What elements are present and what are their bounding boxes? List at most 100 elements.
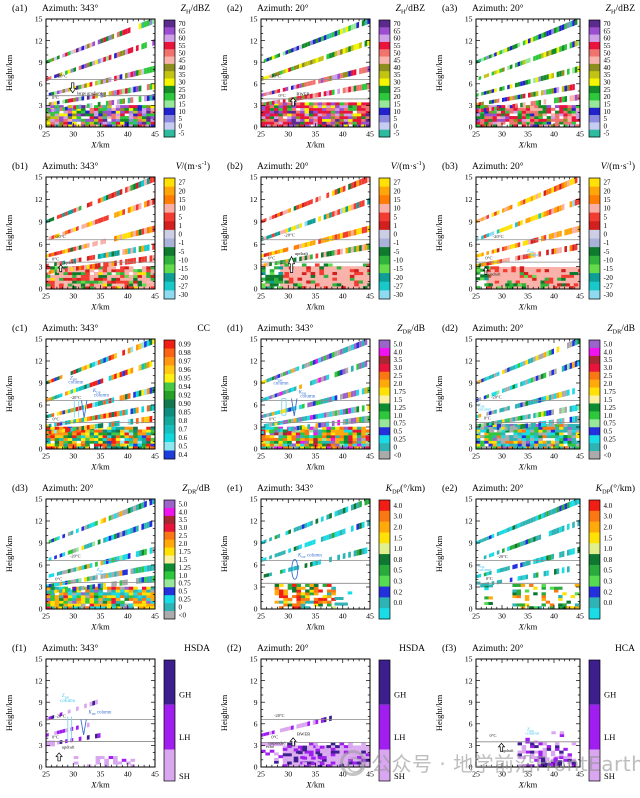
colorbar-tick-label: 0.25	[179, 596, 192, 604]
colorbar-tick-label: 1	[179, 222, 183, 230]
y-tick-label: 15	[35, 173, 43, 182]
colorbar: 5.04.03.53.02.52.01.751.51.251.00.750.50…	[378, 339, 406, 459]
y-tick-label: 9	[469, 698, 473, 707]
annotation-label: updraft	[488, 272, 501, 277]
colorbar-tick-label: 45	[179, 57, 187, 65]
panel-azimuth: Azimuth: 20°	[472, 483, 524, 494]
x-tick-label: 30	[498, 292, 506, 301]
colorbar-tick-label: 15	[179, 196, 187, 204]
colorbar-tick-label: 2.5	[604, 372, 613, 380]
colorbar-tick-label: 10	[394, 205, 402, 213]
annotation-label: column	[525, 731, 539, 736]
y-tick-label: 0	[254, 605, 258, 614]
panel-label: (c1)	[12, 323, 27, 334]
x-tick-label: 25	[472, 452, 480, 461]
panel-svg-f3: 25 30 35 40 45 0 3 6 9 12 15 X/km Height/km 0°C ZDRcol…	[434, 643, 635, 790]
panel-quantity: ZDR/dB	[182, 484, 210, 495]
colorbar-tick-label: 10	[604, 108, 612, 116]
colorbar-tick-label: 45	[604, 57, 612, 65]
annotation-label: ZDR	[478, 402, 485, 408]
axes: 25 30 35 40 45 0 3 6 9 12 15 X/km Height/km	[219, 335, 374, 472]
annotation-label: 0°C	[486, 576, 493, 581]
y-tick-label: 15	[465, 335, 473, 344]
colorbar-tick-label: 0.75	[179, 580, 192, 588]
colorbar-tick-label: 10	[179, 205, 187, 213]
colorbar-tick-label: 2.0	[179, 540, 188, 548]
radar-beams	[476, 177, 580, 268]
colorbar: GH LH SH	[588, 659, 616, 782]
y-tick-label: 12	[250, 357, 258, 366]
y-tick-label: 6	[39, 561, 43, 570]
y-tick-label: 15	[250, 15, 258, 24]
colorbar-tick-label: 1.5	[604, 396, 613, 404]
colorbar-tick-label: 0.0	[604, 599, 613, 607]
colorbar-tick-label: 40	[179, 64, 187, 72]
y-axis-label: Height/km	[434, 214, 444, 251]
y-tick-label: 12	[35, 357, 43, 366]
colorbar-tick-label: 2.5	[179, 532, 188, 540]
annotation-label: 0°C	[52, 95, 59, 100]
panel-e1: 25 30 35 40 45 0 3 6 9 12 15 X/km Height/km KDP colum…	[215, 480, 430, 640]
y-tick-label: 0	[39, 763, 43, 772]
annotation-label: -20°C	[71, 395, 82, 400]
radar-beams	[46, 339, 155, 435]
colorbar-tick-label: 0.8	[394, 556, 403, 564]
panel-svg-d2: 25 30 35 40 45 0 3 6 9 12 15 X/km Height/km -20°C ZDRc…	[434, 323, 635, 472]
annotation-label: 0°C	[490, 733, 497, 738]
colorbar-tick-label: 1.0	[179, 572, 188, 580]
x-tick-label: 30	[498, 770, 506, 779]
x-tick-label: 30	[69, 452, 77, 461]
colorbar-tick-label: 3.0	[179, 524, 188, 532]
y-tick-label: 9	[39, 58, 43, 67]
panel-quantity: KDP(°/km)	[595, 483, 635, 495]
colorbar-tick-label: 0	[179, 231, 183, 239]
x-tick-label: 40	[550, 770, 558, 779]
y-tick-label: 9	[469, 58, 473, 67]
colorbar-tick-label: 0.98	[179, 349, 192, 357]
panel-azimuth: Azimuth: 20°	[257, 643, 309, 654]
x-tick-label: 45	[366, 452, 374, 461]
axes: 25 30 35 40 45 0 3 6 9 12 15 X/km Height/km	[434, 495, 584, 632]
y-tick-label: 0	[39, 123, 43, 132]
y-tick-label: 12	[250, 676, 258, 685]
colorbar-tick-label: 1.25	[604, 404, 617, 412]
colorbar-tick-label: -27	[394, 282, 404, 290]
y-tick-label: 3	[469, 583, 473, 592]
colorbar-tick-label: -5	[394, 130, 400, 138]
panel-c1: 25 30 35 40 45 0 3 6 9 12 15 X/km Height/km ZDR column…	[0, 320, 215, 480]
annotation-label: ZDR	[527, 727, 534, 733]
up-arrow-annotation	[57, 264, 64, 273]
annotation-label: 0°C	[269, 416, 276, 421]
panel-svg-b2: 25 30 35 40 45 0 3 6 9 12 15 X/km Height/km -20°C updr…	[219, 160, 425, 311]
colorbar-tick-label: -1	[604, 239, 610, 247]
panel-svg-b1: 25 30 35 40 45 0 3 6 9 12 15 X/km Height/km -20°C 0°C u…	[4, 160, 210, 311]
panel-f3: 25 30 35 40 45 0 3 6 9 12 15 X/km Height/km 0°C ZDR col…	[430, 640, 640, 798]
colorbar-tick-label: 3.0	[604, 364, 613, 372]
x-tick-label: 30	[284, 612, 292, 621]
x-tick-label: 35	[524, 292, 532, 301]
panel-label: (e1)	[227, 483, 242, 494]
colorbar-tick-label: 20	[394, 93, 402, 101]
y-tick-label: 12	[250, 195, 258, 204]
y-axis-label: Height/km	[219, 694, 229, 731]
radar-beams	[46, 177, 155, 274]
y-tick-label: 9	[39, 698, 43, 707]
panel-svg-f2: 25 30 35 40 45 0 3 6 9 12 15 X/km Height/km -20°C BWER…	[219, 643, 425, 790]
y-tick-label: 6	[254, 561, 258, 570]
colorbar-tick-label: -5	[179, 130, 185, 138]
y-tick-label: 0	[469, 123, 473, 132]
colorbar-tick-label: 65	[179, 27, 187, 35]
colorbar-tick-label: 55	[394, 42, 402, 50]
x-axis-label: X/km	[305, 462, 325, 472]
colorbar-tick-label: 1.0	[394, 412, 403, 420]
up-arrow-annotation	[289, 97, 297, 107]
panel-label: (f1)	[12, 643, 26, 654]
colorbar-tick-label: 15	[604, 100, 612, 108]
colorbar-tick-label: 0.97	[179, 358, 192, 366]
x-tick-label: 45	[576, 130, 584, 139]
annotation-label: ZDR	[478, 563, 485, 569]
